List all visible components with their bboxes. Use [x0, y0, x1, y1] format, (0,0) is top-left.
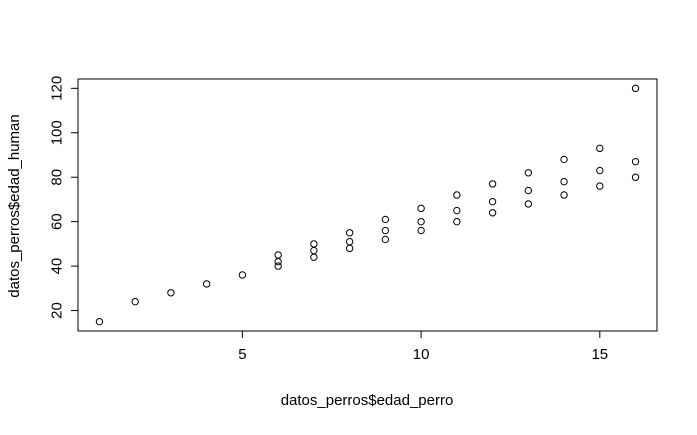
data-point — [131, 297, 139, 306]
y-tick-label: 40 — [49, 258, 66, 275]
data-point — [488, 180, 497, 188]
data-point — [238, 271, 247, 279]
y-tick-label: 120 — [49, 76, 66, 101]
data-points — [95, 84, 640, 326]
data-point — [524, 169, 533, 177]
data-point — [453, 206, 461, 215]
data-point — [274, 251, 282, 259]
data-point — [560, 155, 568, 164]
data-point — [167, 289, 175, 297]
x-tick-label: 10 — [413, 346, 430, 363]
data-point — [488, 209, 497, 217]
data-point — [453, 217, 461, 226]
axes: 5 10 15 20 40 60 80 100 120 — [49, 76, 658, 363]
x-tick-label: 15 — [591, 346, 608, 363]
data-point — [381, 215, 390, 224]
data-point — [417, 217, 425, 226]
data-point — [560, 177, 568, 186]
data-point — [524, 200, 533, 208]
y-tick-label: 100 — [49, 120, 66, 145]
y-tick-label: 60 — [49, 213, 66, 230]
data-point — [202, 280, 211, 288]
data-point — [274, 262, 282, 270]
data-point — [488, 197, 497, 206]
data-point — [631, 157, 640, 166]
plot-frame — [77, 78, 658, 332]
data-point — [381, 226, 390, 235]
data-point — [310, 246, 318, 255]
data-point — [417, 204, 425, 213]
y-tick-label: 20 — [49, 302, 66, 319]
x-tick-label: 5 — [238, 346, 246, 363]
data-point — [560, 191, 568, 199]
data-point — [596, 144, 604, 153]
data-point — [631, 173, 640, 181]
data-point — [453, 191, 461, 199]
data-point — [95, 317, 104, 326]
y-tick-label: 80 — [49, 169, 66, 186]
data-point — [524, 186, 533, 195]
x-axis-label: datos_perros$edad_perro — [281, 392, 454, 409]
data-point — [381, 235, 390, 244]
data-point — [631, 84, 640, 93]
data-point — [345, 244, 354, 253]
data-point — [310, 253, 318, 261]
data-point — [596, 182, 604, 190]
data-point — [274, 257, 282, 266]
data-point — [310, 240, 318, 248]
data-point — [345, 237, 354, 246]
y-axis-label: datos_perros$edad_human — [6, 114, 23, 297]
data-point — [417, 226, 425, 235]
data-point — [345, 229, 354, 237]
data-point — [596, 166, 604, 175]
